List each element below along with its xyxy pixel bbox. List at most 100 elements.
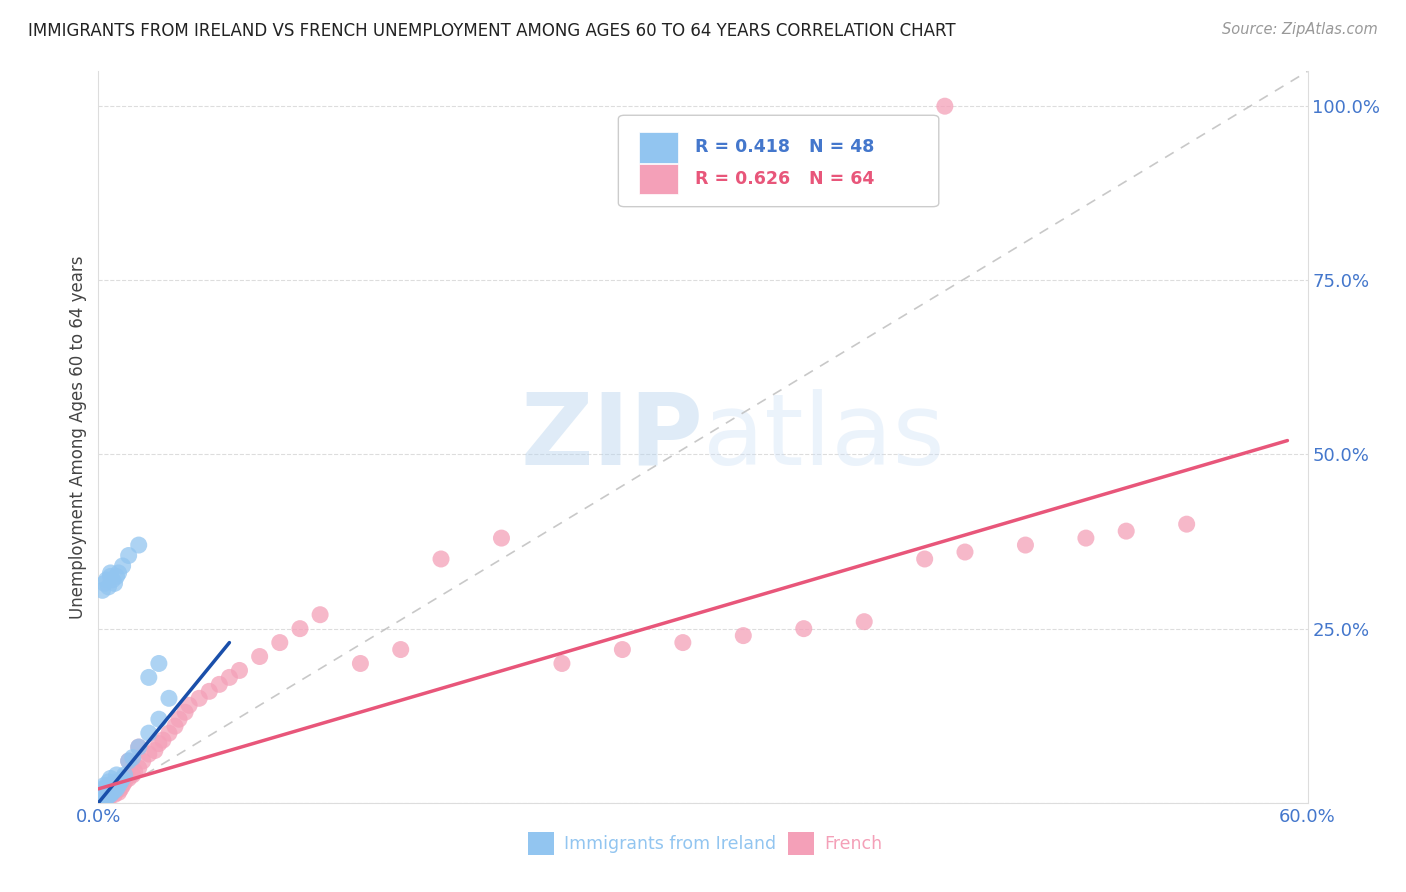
Point (100, 789, 122, 803)
Point (100, 569, 122, 583)
Point (103, 788, 125, 802)
Text: Source: ZipAtlas.com: Source: ZipAtlas.com (1222, 22, 1378, 37)
Point (188, 691, 211, 706)
Point (551, 657, 574, 671)
Point (128, 761, 150, 775)
Text: atlas: atlas (703, 389, 945, 485)
Point (100, 566, 122, 580)
Point (309, 607, 332, 622)
Point (89, 792, 111, 806)
Point (105, 783, 128, 797)
Bar (638, 163, 678, 194)
Point (105, 781, 128, 796)
Point (93, 781, 115, 796)
Point (97, 788, 120, 802)
Point (118, 754, 141, 768)
Text: R = 0.418: R = 0.418 (695, 138, 790, 156)
FancyBboxPatch shape (619, 115, 939, 207)
Point (491, 531, 513, 545)
Point (110, 781, 132, 796)
Point (167, 712, 190, 726)
Point (198, 684, 221, 698)
Point (118, 549, 141, 563)
Point (107, 785, 129, 799)
Point (128, 740, 150, 755)
Point (93, 789, 115, 803)
Point (91, 790, 114, 805)
Point (96, 573, 118, 587)
Text: N = 64: N = 64 (810, 169, 875, 188)
Point (91, 785, 114, 799)
Point (100, 788, 122, 802)
Point (107, 775, 129, 789)
Point (1014, 538, 1036, 552)
Point (89, 789, 111, 803)
Point (288, 622, 311, 636)
Point (101, 573, 124, 587)
Point (96, 783, 118, 797)
Point (143, 743, 166, 757)
Point (96, 790, 118, 805)
Point (111, 558, 134, 573)
Point (91, 583, 114, 598)
Point (96, 790, 118, 805)
Point (1115, 524, 1137, 538)
Point (101, 785, 124, 799)
Point (100, 772, 122, 786)
Point (138, 747, 160, 761)
Point (89, 788, 111, 802)
Point (733, 629, 755, 643)
Point (163, 719, 186, 733)
Point (124, 764, 146, 779)
Point (101, 785, 124, 799)
Point (121, 750, 143, 764)
Point (97, 778, 120, 792)
Text: French: French (824, 835, 882, 853)
Point (152, 733, 174, 747)
Point (118, 754, 141, 768)
Y-axis label: Unemployment Among Ages 60 to 64 years: Unemployment Among Ages 60 to 64 years (69, 255, 87, 619)
Point (111, 772, 134, 786)
Point (91, 785, 114, 799)
Point (157, 691, 180, 706)
Point (107, 778, 129, 792)
Text: R = 0.626: R = 0.626 (695, 169, 790, 188)
Point (853, 615, 876, 629)
Point (672, 635, 695, 649)
Bar (638, 132, 678, 163)
Point (132, 754, 155, 768)
Point (103, 783, 125, 797)
Text: IMMIGRANTS FROM IRELAND VS FRENCH UNEMPLOYMENT AMONG AGES 60 TO 64 YEARS CORRELA: IMMIGRANTS FROM IRELAND VS FRENCH UNEMPL… (28, 22, 956, 40)
Point (249, 649, 271, 664)
Point (96, 788, 118, 802)
Point (103, 776, 125, 790)
Point (138, 670, 160, 684)
Point (93, 576, 115, 591)
Point (128, 740, 150, 755)
Point (179, 698, 201, 713)
Point (121, 768, 143, 782)
Point (793, 622, 815, 636)
Point (111, 778, 134, 792)
Point (1074, 531, 1097, 545)
Point (208, 677, 231, 691)
Point (89, 792, 111, 806)
Point (101, 778, 124, 792)
Point (93, 785, 115, 799)
Point (138, 726, 160, 740)
Point (91, 781, 114, 796)
Point (97, 775, 120, 789)
Text: N = 48: N = 48 (810, 138, 875, 156)
Point (174, 705, 197, 719)
Point (103, 775, 125, 789)
Text: Immigrants from Ireland: Immigrants from Ireland (564, 835, 776, 853)
Point (105, 768, 128, 782)
Point (93, 789, 115, 803)
Point (269, 635, 291, 649)
Point (218, 670, 240, 684)
Point (110, 775, 132, 789)
Bar (527, 832, 554, 855)
Point (97, 789, 120, 803)
Point (107, 566, 129, 580)
Point (96, 781, 118, 796)
